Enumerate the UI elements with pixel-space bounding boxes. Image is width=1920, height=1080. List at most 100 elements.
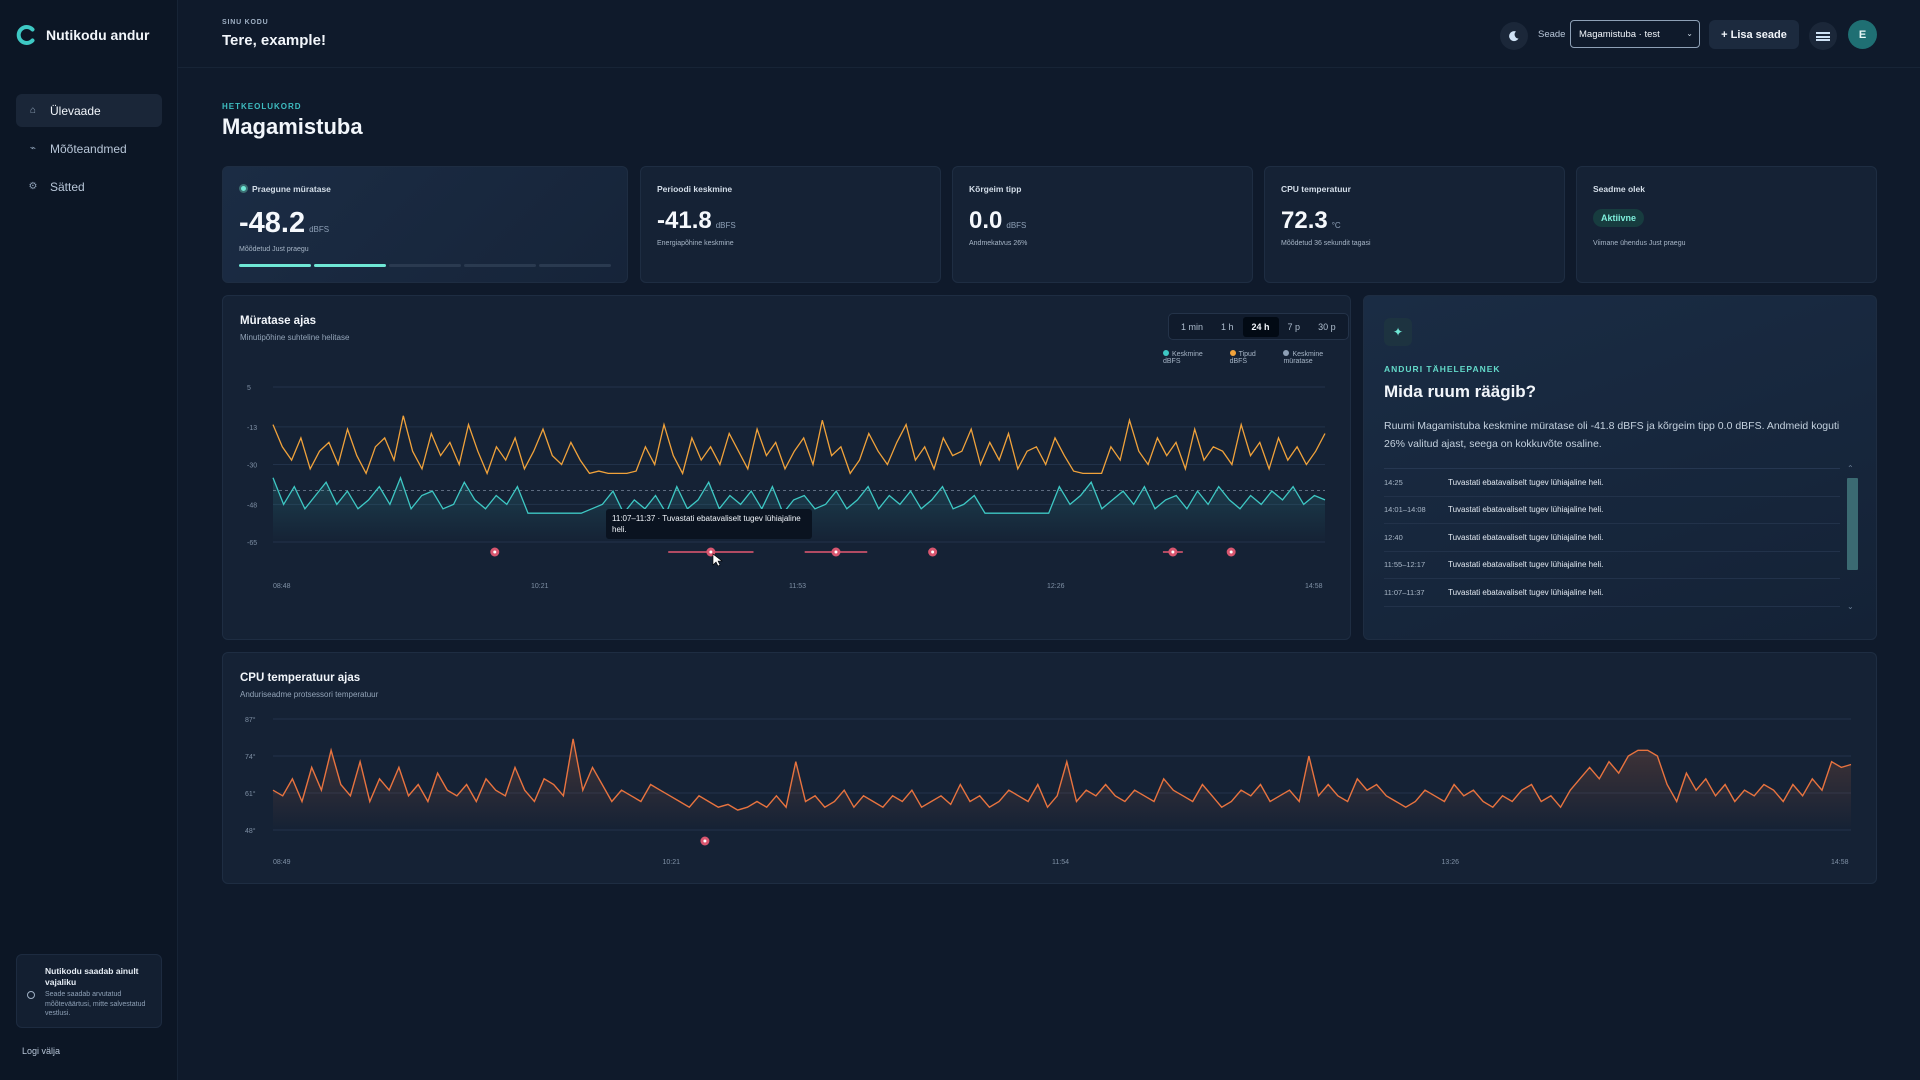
kpi-value-number: 0.0: [969, 207, 1003, 234]
kpi-sub: Viimane ühendus Just praegu: [1593, 240, 1686, 247]
range-30d-button[interactable]: 30 p: [1318, 321, 1336, 332]
y-tick-label: -48: [247, 502, 257, 509]
event-time: 14:25: [1384, 477, 1403, 487]
level-segment: [539, 264, 611, 267]
cursor-icon: [712, 553, 723, 567]
legend-swatch: [1229, 350, 1236, 356]
y-tick-label: 74°: [245, 753, 256, 761]
x-tick-label: 14:58: [1305, 583, 1323, 590]
chevron-down-icon[interactable]: ⌄: [1847, 602, 1854, 611]
home-icon: ⌂: [29, 105, 37, 116]
kpi-value: 0.0 dBFS: [969, 207, 1026, 235]
insight-text: Ruumi Magamistuba keskmine müratase oli …: [1384, 420, 1840, 450]
list-item[interactable]: 11:55–12:17 Tuvastati ebatavaliselt tugev…: [1384, 552, 1840, 579]
tooltip-line: heli.: [612, 525, 627, 534]
chart-title: CPU temperatuur ajas: [240, 672, 361, 684]
kpi-value-number: -48.2: [239, 207, 306, 239]
sidebar-item-mooteandmed[interactable]: ⌁ Mõõteandmed: [16, 132, 162, 165]
kpi-cpu-temp: CPU temperatuur 72.3 °C Mõõdetud 36 sekun…: [1264, 166, 1565, 283]
header-eyebrow: SINU KODU: [222, 19, 269, 26]
privacy-note: Nutikodu saadab ainult vajaliku Seade sa…: [16, 954, 162, 1028]
chart-legend: Keskmine dBFS Tipud dBFS Keskmine mürata…: [1163, 350, 1350, 365]
shield-icon: [27, 991, 35, 999]
brand[interactable]: Nutikodu andur: [16, 24, 149, 46]
y-tick-label: 48°: [245, 827, 256, 835]
event-time: 11:07–11:37: [1384, 587, 1425, 597]
insight-eyebrow: ANDURI TÄHELEPANEK: [1384, 364, 1501, 374]
sidebar: Nutikodu andur ⌂ Ülevaade ⌁ Mõõteandmed …: [0, 0, 178, 1080]
range-1min-button[interactable]: 1 min: [1181, 321, 1204, 332]
kpi-sub: Mõõdetud 36 sekundit tagasi: [1281, 240, 1371, 247]
list-item[interactable]: 14:25 Tuvastati ebatavaliselt tugev lühia…: [1384, 469, 1840, 497]
avatar[interactable]: E: [1848, 20, 1877, 49]
range-24h-button[interactable]: 24 h: [1242, 316, 1279, 337]
event-list-scrollbar[interactable]: ⌃ ⌄: [1844, 464, 1858, 616]
privacy-title: Nutikodu saadab ainult vajaliku: [45, 966, 139, 987]
gear-icon: ⚙: [28, 181, 38, 192]
kpi-value: -48.2 dBFS: [239, 207, 329, 240]
event-marker-center: [834, 550, 838, 554]
insight-title: Mida ruum räägib?: [1384, 382, 1537, 401]
page-title: Magamistuba: [222, 114, 363, 139]
logout-link[interactable]: Logi välja: [22, 1046, 61, 1056]
sidebar-nav: ⌂ Ülevaade ⌁ Mõõteandmed ⚙ Sätted: [16, 94, 162, 208]
noise-chart-card: Müratase ajas Minutipõhine suhteline hel…: [222, 295, 1351, 640]
menu-button[interactable]: [1809, 22, 1837, 50]
event-time: 11:55–12:17: [1384, 560, 1426, 570]
legend-swatch: [1163, 350, 1169, 356]
kpi-peak: Kõrgeim tipp 0.0 dBFS Andmekatvus 26%: [952, 166, 1253, 283]
kpi-value: -41.8 dBFS: [657, 207, 736, 235]
event-marker-center: [493, 550, 497, 554]
level-segment: [389, 264, 461, 267]
x-tick-label: 12:26: [1047, 583, 1065, 590]
x-tick-label: 08:49: [273, 859, 291, 866]
app-name: Nutikodu andur: [46, 27, 150, 43]
range-1h-button[interactable]: 1 h: [1221, 321, 1234, 332]
series-line-cpu: [272, 738, 1852, 811]
range-7d-button[interactable]: 7 p: [1287, 321, 1301, 332]
chevron-up-icon[interactable]: ⌃: [1847, 464, 1854, 473]
series-line-keskmine: [272, 475, 1326, 515]
section-eyebrow: HETKEOLUKORD: [222, 102, 302, 111]
brand-logo-icon: [16, 25, 35, 45]
legend-item[interactable]: Keskmine müratase: [1283, 350, 1350, 365]
theme-toggle-button[interactable]: [1500, 22, 1528, 50]
kpi-label: Praegune müratase: [239, 184, 331, 194]
scrollbar-thumb[interactable]: [1847, 478, 1858, 570]
event-text: Tuvastati ebatavaliselt tugev lühiajalin…: [1448, 532, 1604, 542]
level-segment: [464, 264, 536, 267]
x-tick-label: 10:21: [663, 859, 681, 866]
kpi-current-noise: Praegune müratase -48.2 dBFS Mõõdetud Jus…: [222, 166, 628, 283]
list-item[interactable]: 14:01–14:08 Tuvastati ebatavaliselt tugev…: [1384, 497, 1840, 524]
sidebar-item-ulevaade[interactable]: ⌂ Ülevaade: [16, 94, 162, 127]
kpi-unit: °C: [1331, 221, 1341, 230]
x-tick-label: 11:53: [789, 583, 806, 590]
cpu-chart-plot[interactable]: 87° 74° 61° 48° 08:49 10:21 11:54 13:26 14:58: [223, 653, 1878, 885]
event-time: 14:01–14:08: [1384, 505, 1426, 515]
menu-icon: [1816, 31, 1830, 41]
sparkle-icon: ✦: [1384, 318, 1412, 346]
list-item[interactable]: 12:40 Tuvastati ebatavaliselt tugev lühia…: [1384, 524, 1840, 552]
device-selected-value: Magamistuba · test: [1579, 28, 1660, 40]
sidebar-item-label: Mõõteandmed: [50, 141, 127, 156]
tooltip-line: 11:07–11:37 · Tuvastati ebatavaliselt tu…: [612, 514, 801, 523]
noise-level-bar: [239, 264, 611, 267]
device-select[interactable]: Magamistuba · test ⌄: [1570, 20, 1700, 48]
sidebar-item-label: Sätted: [50, 179, 85, 194]
sidebar-item-satted[interactable]: ⚙ Sätted: [16, 170, 162, 203]
event-text: Tuvastati ebatavaliselt tugev lühiajalin…: [1448, 505, 1604, 515]
noise-chart-plot[interactable]: 5 -13 -30 -48 -65 08:48 10:21 11:53 12:26 14:58 11…: [223, 296, 1352, 641]
list-item[interactable]: 11:07–11:37 Tuvastati ebatavaliselt tugev…: [1384, 579, 1840, 607]
event-text: Tuvastati ebatavaliselt tugev lühiajalin…: [1448, 560, 1604, 570]
y-tick-label: 5: [247, 385, 251, 392]
legend-swatch: [1283, 350, 1290, 356]
chart-title: Müratase ajas: [240, 315, 317, 327]
chevron-down-icon: ⌄: [1686, 29, 1693, 38]
legend-item[interactable]: Keskmine dBFS: [1163, 350, 1219, 365]
y-tick-label: -13: [247, 425, 257, 432]
x-tick-label: 10:21: [531, 583, 549, 590]
x-tick-label: 13:26: [1442, 859, 1460, 866]
legend-item[interactable]: Tipud dBFS: [1229, 350, 1273, 365]
add-device-button[interactable]: + Lisa seade: [1709, 20, 1799, 49]
greeting: Tere, example!: [222, 32, 326, 49]
